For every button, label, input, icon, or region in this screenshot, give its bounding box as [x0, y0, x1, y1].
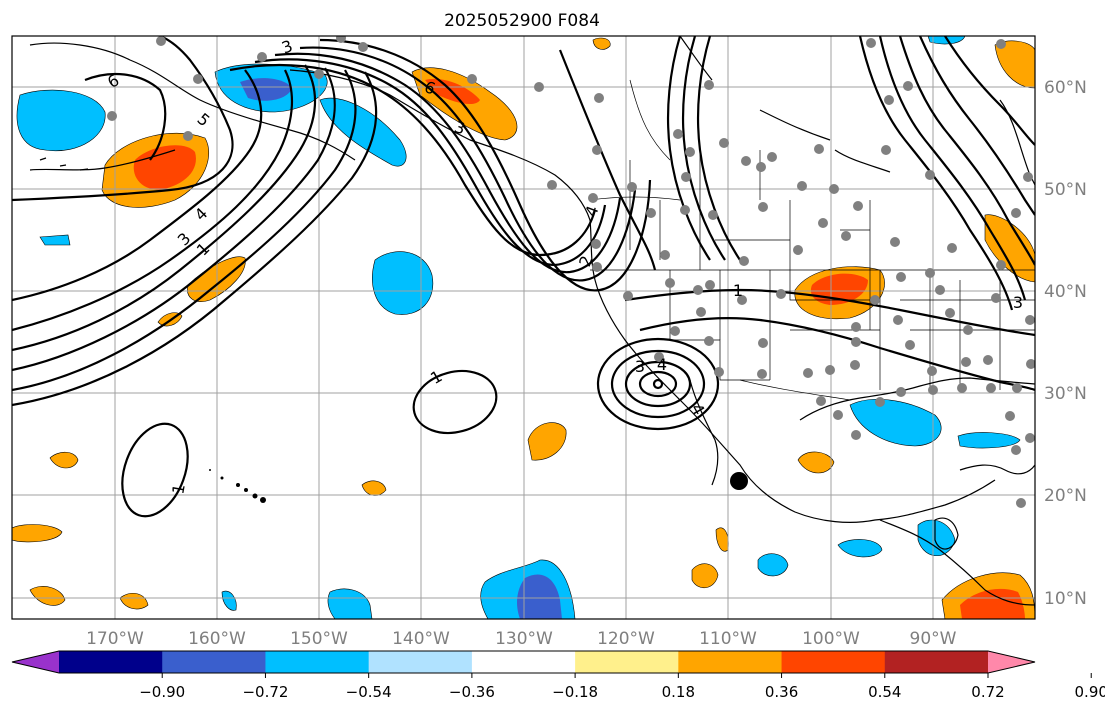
colorbar-segment: [678, 651, 783, 673]
lon-label: 130°W: [495, 629, 553, 649]
map-area: 6 5 4 3 1 3 6 3 4 2 1 4 3 1 1 4 3: [12, 36, 1035, 619]
positive-anomaly-core: [960, 588, 1025, 619]
shaded-anomaly-regions: [12, 36, 1035, 619]
colorbar-segment: [575, 651, 679, 673]
lat-label: 40°N: [1044, 282, 1087, 302]
latitude-labels: 10°N 20°N 30°N 40°N 50°N 60°N: [1044, 78, 1087, 609]
colorbar-segment: [368, 651, 473, 673]
contour-label: 3: [1013, 293, 1023, 312]
positive-anomaly-region: [119, 592, 149, 610]
negative-anomaly-region: [957, 432, 1021, 449]
lon-label: 170°W: [86, 629, 144, 649]
colorbar-segment: [781, 651, 886, 673]
negative-anomaly-region: [319, 97, 407, 167]
colorbar-segment: [471, 651, 576, 673]
negative-anomaly-region: [16, 89, 106, 152]
positive-anomaly-region: [29, 586, 66, 606]
positive-anomaly-region: [797, 451, 835, 474]
colorbar-segment: [162, 651, 266, 673]
contour-label: 1: [733, 281, 743, 300]
contour-label: 3: [635, 357, 645, 376]
negative-anomaly-region: [917, 519, 956, 556]
positive-anomaly-region: [12, 524, 63, 543]
positive-anomaly-region: [592, 37, 611, 50]
lon-label: 160°W: [188, 629, 246, 649]
map-frame: [11, 35, 1036, 620]
negative-anomaly-core: [517, 574, 562, 619]
positive-anomaly-region: [49, 451, 79, 469]
positive-anomaly-region: [527, 422, 567, 461]
negative-anomaly-region: [757, 553, 789, 577]
colorbar-tick-label: −0.90: [139, 683, 185, 701]
colorbar: [11, 650, 1036, 674]
lat-label: 60°N: [1044, 78, 1087, 98]
positive-anomaly-region: [691, 563, 719, 588]
colorbar-tick-label: 0.36: [765, 683, 798, 701]
lon-label: 110°W: [699, 629, 757, 649]
colorbar-tick-label: −0.18: [552, 683, 598, 701]
colorbar-tick-label: 0.54: [868, 683, 901, 701]
colorbar-segment: [59, 651, 163, 673]
station-markers: [107, 36, 1035, 508]
colorbar-tick-label: 0.90: [1075, 683, 1105, 701]
lat-label: 20°N: [1044, 486, 1087, 506]
coastlines: [29, 36, 1035, 606]
political-boundaries: [589, 79, 1035, 401]
colorbar-extend-low: [12, 651, 59, 673]
lon-label: 140°W: [392, 629, 450, 649]
colorbar-outline: [11, 650, 1036, 674]
negative-anomaly-region: [39, 234, 71, 246]
colorbar-tick-label: −0.54: [346, 683, 392, 701]
negative-anomaly-region: [327, 588, 373, 619]
colorbar-segment: [884, 651, 989, 673]
forecast-point-marker: [730, 472, 748, 490]
negative-anomaly-region: [372, 251, 434, 315]
islands: [209, 469, 266, 503]
map-title: 2025052900 F084: [444, 11, 600, 31]
colorbar-tick-label: 0.72: [971, 683, 1004, 701]
lon-label: 90°W: [910, 629, 957, 649]
lat-label: 50°N: [1044, 180, 1087, 200]
lat-label: 10°N: [1044, 589, 1087, 609]
lon-label: 100°W: [802, 629, 860, 649]
colorbar-tick-labels: −0.90 −0.72 −0.54 −0.36 −0.18 0.18 0.36 0.54 0.7…: [139, 673, 1105, 701]
contour-label: 4: [657, 355, 667, 374]
colorbar-tick-label: 0.18: [662, 683, 695, 701]
colorbar-tick-label: −0.36: [449, 683, 495, 701]
lon-label: 150°W: [290, 629, 348, 649]
longitude-labels: 170°W 160°W 150°W 140°W 130°W 120°W 110°…: [86, 629, 957, 649]
negative-anomaly-region: [221, 590, 237, 611]
contour-label: 1: [168, 482, 188, 495]
lat-label: 30°N: [1044, 384, 1087, 404]
positive-anomaly-region: [984, 214, 1035, 283]
colorbar-extend-high: [988, 651, 1035, 673]
lon-label: 120°W: [597, 629, 655, 649]
positive-anomaly-core: [133, 145, 196, 190]
colorbar-tick-label: −0.72: [242, 683, 288, 701]
positive-anomaly-region: [994, 40, 1035, 89]
colorbar-segment: [265, 651, 370, 673]
negative-anomaly-region: [849, 399, 942, 447]
positive-anomaly-region: [361, 480, 387, 496]
negative-anomaly-region: [837, 539, 883, 558]
contour-lines: [12, 36, 1035, 518]
